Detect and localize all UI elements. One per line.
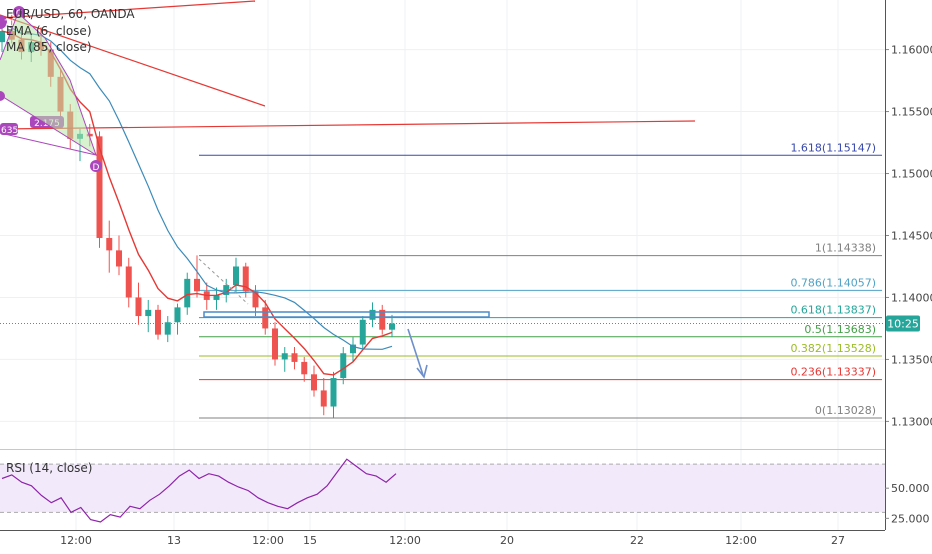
pattern-outline xyxy=(0,12,97,157)
candle-body xyxy=(233,266,239,286)
rsi-layer: 50.000 25.000 xyxy=(0,458,930,525)
fib-level-label: 0.236(1.13337) xyxy=(790,366,876,379)
fibonacci-layer: 1.618(1.15147) 1(1.14338) 0.786(1.14057) 0.… xyxy=(0,141,885,419)
fib-level-label: 0.786(1.14057) xyxy=(790,276,876,289)
symbol-legend[interactable]: EUR/USD, 60, OANDA xyxy=(6,7,135,21)
candle-body xyxy=(340,353,347,379)
y-tick-label: 1.14000 xyxy=(891,291,932,304)
candle-body xyxy=(174,307,181,323)
resistance-box xyxy=(203,311,490,318)
pattern-leg xyxy=(0,132,97,156)
candle-body xyxy=(369,309,376,320)
ma-legend[interactable]: MA (85, close) xyxy=(6,40,92,54)
candle-body xyxy=(252,291,259,308)
candle-body xyxy=(184,278,191,308)
x-tick-label: 20 xyxy=(500,534,514,547)
pattern-point xyxy=(13,6,25,18)
y-tick-label: 1.16000 xyxy=(891,44,932,57)
y-tick-label: 1.13500 xyxy=(891,353,932,366)
pattern-point xyxy=(0,91,5,101)
candle-body xyxy=(272,328,278,360)
y-tick-label: 1.15500 xyxy=(891,106,932,119)
candle-body xyxy=(106,237,113,251)
x-tick-label: 12:00 xyxy=(389,534,421,547)
x-tick-label: 12:00 xyxy=(252,534,284,547)
x-tick-label: 27 xyxy=(831,534,845,547)
candle-body xyxy=(145,309,152,317)
projection-arrow xyxy=(407,328,424,376)
rsi-tick-label: 50.000 xyxy=(891,482,930,495)
pattern-fill xyxy=(0,13,96,155)
candle-body xyxy=(125,266,132,298)
x-tick-label: 12:00 xyxy=(725,534,757,547)
rsi-legend[interactable]: RSI (14, close) xyxy=(6,461,93,475)
pattern-label-ratio-left: 635 xyxy=(1,126,18,136)
x-tick-label: 22 xyxy=(630,534,644,547)
pattern-label-box xyxy=(0,123,18,135)
fib-level-label: 0(1.13028) xyxy=(815,404,876,417)
pattern-label-d: D xyxy=(93,163,100,173)
price-badge xyxy=(886,315,920,332)
candle-body xyxy=(262,307,269,329)
candle-body xyxy=(350,344,356,354)
candle-body xyxy=(320,390,327,407)
candle-body xyxy=(330,378,337,407)
candle-body xyxy=(379,309,386,330)
rsi-line xyxy=(1,458,397,523)
pattern-point xyxy=(0,15,7,29)
candle-body xyxy=(116,250,122,267)
candle-body xyxy=(242,266,249,292)
candle-body xyxy=(86,133,93,137)
fib-level-label: 1(1.14338) xyxy=(815,242,876,255)
y-tick-label: 1.13000 xyxy=(891,415,932,428)
trend-line-descending xyxy=(0,14,266,107)
pattern-layer: C 71 2.175 635 D xyxy=(0,6,102,173)
candle-body xyxy=(311,374,317,391)
trend-line-top xyxy=(0,0,256,19)
fib-level-label: 0.382(1.13528) xyxy=(790,342,876,355)
candle-body xyxy=(135,297,142,317)
price-badge-layer: 10:25 xyxy=(886,315,920,332)
y-tick-label: 1.15000 xyxy=(891,168,932,181)
background-layer xyxy=(0,0,885,530)
pattern-point xyxy=(90,160,102,172)
pattern-label-x-ratio: 71 xyxy=(4,19,15,29)
ema-legend[interactable]: EMA (6, close) xyxy=(6,24,92,38)
projection-arrow-head xyxy=(416,364,428,379)
candle-body xyxy=(213,294,220,300)
price-badge-text: 10:25 xyxy=(887,317,919,330)
rsi-tick-label: 25.000 xyxy=(891,512,930,525)
x-tick-label: 12:00 xyxy=(60,534,92,547)
drawings-layer xyxy=(0,0,696,379)
rsi-band xyxy=(0,464,885,513)
x-tick-label: 15 xyxy=(303,534,317,547)
candle-body xyxy=(155,309,161,335)
candle-body xyxy=(359,319,366,345)
candle-body xyxy=(291,353,298,362)
ma-line xyxy=(1,22,393,350)
candle-body xyxy=(223,285,230,295)
fib-level-label: 0.618(1.13837) xyxy=(790,304,876,317)
candle-body xyxy=(281,353,288,360)
candle-body xyxy=(96,136,103,238)
candle-body xyxy=(0,30,5,43)
candle-body xyxy=(301,361,308,375)
candle-body xyxy=(389,323,395,330)
candle-body xyxy=(194,278,200,292)
trend-line-horizontal xyxy=(0,120,696,130)
y-tick-label: 1.14500 xyxy=(891,229,932,242)
fib-level-label: 0.5(1.13683) xyxy=(804,323,876,336)
fib-diagonal xyxy=(198,258,249,305)
candle-body xyxy=(164,322,171,335)
x-tick-label: 13 xyxy=(167,534,181,547)
fib-level-label: 1.618(1.15147) xyxy=(790,141,876,154)
